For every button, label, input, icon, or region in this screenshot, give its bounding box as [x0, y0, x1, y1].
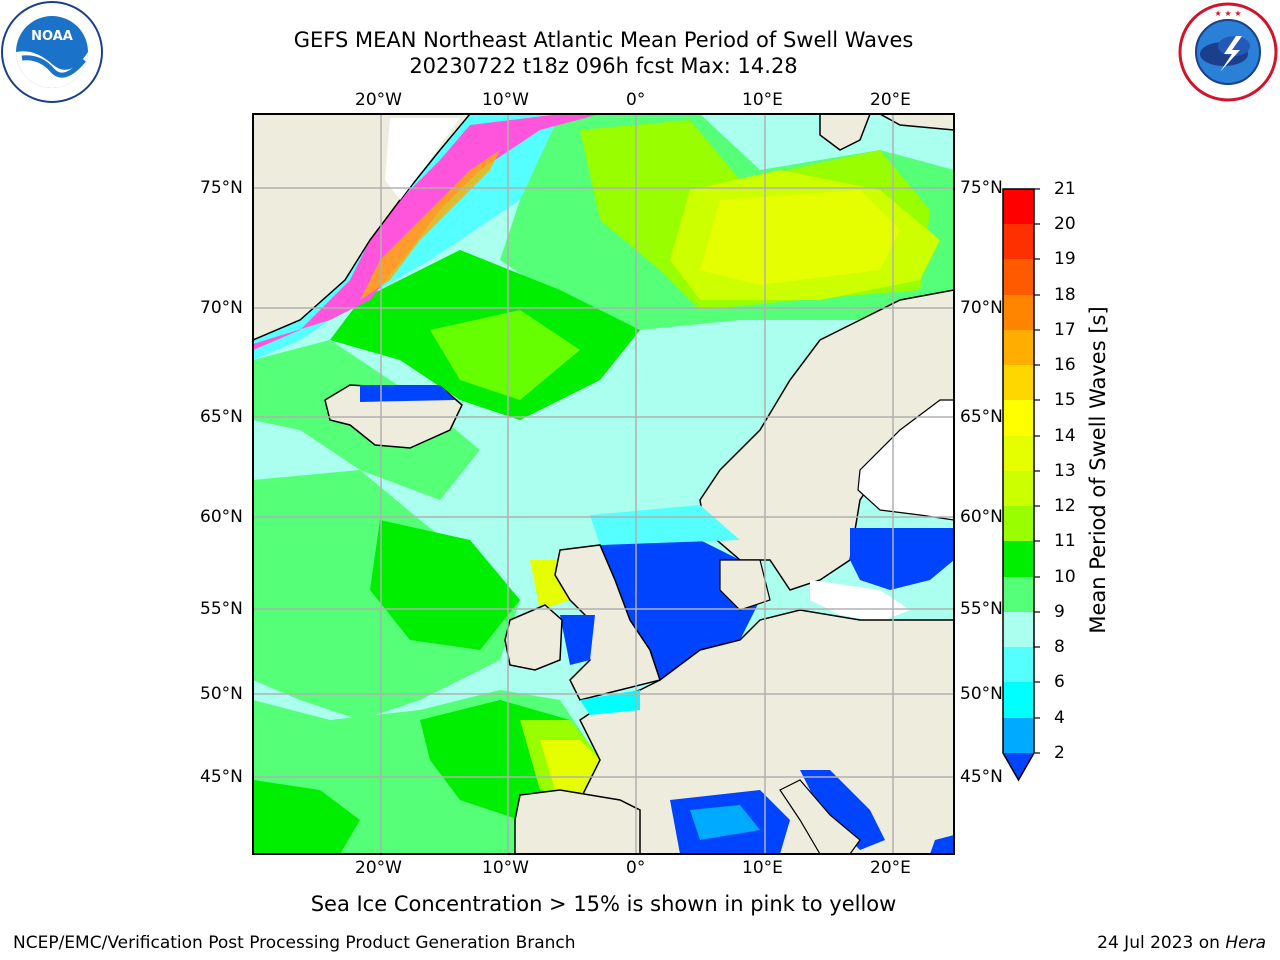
colorbar	[1002, 188, 1040, 782]
colorbar-tick-label: 20	[1054, 214, 1076, 234]
map-graticule	[253, 114, 954, 854]
lat-label-right: 65°N	[960, 407, 1003, 427]
colorbar-tick-label: 15	[1054, 390, 1076, 410]
lon-label-top: 0°	[626, 90, 646, 110]
colorbar-tick-label: 18	[1054, 285, 1076, 305]
lat-label-left: 65°N	[200, 407, 243, 427]
colorbar-tick-label: 10	[1054, 567, 1076, 587]
colorbar-tick-label: 13	[1054, 461, 1076, 481]
lat-label-left: 50°N	[200, 684, 243, 704]
lon-label-top: 20°E	[870, 90, 911, 110]
lat-label-right: 75°N	[960, 178, 1003, 198]
colorbar-tick-label: 8	[1054, 637, 1065, 657]
lat-label-right: 55°N	[960, 599, 1003, 619]
colorbar-tick-label: 11	[1054, 531, 1076, 551]
sea-ice-caption: Sea Ice Concentration > 15% is shown in …	[310, 892, 897, 916]
colorbar-tick-label: 19	[1054, 249, 1076, 269]
colorbar-tick-label: 4	[1054, 708, 1065, 728]
lon-label-top: 10°W	[482, 90, 529, 110]
lat-label-left: 55°N	[200, 599, 243, 619]
colorbar-tick-label: 17	[1054, 320, 1076, 340]
lon-label-top: 10°E	[742, 90, 783, 110]
footer-date: 24 Jul 2023 on Hera	[1097, 933, 1266, 953]
footer-host: Hera	[1225, 933, 1266, 953]
map-frame	[252, 113, 955, 855]
lat-label-left: 45°N	[200, 767, 243, 787]
footer-credit: NCEP/EMC/Verification Post Processing Pr…	[13, 933, 576, 953]
lon-label-bottom: 20°E	[870, 858, 911, 878]
lon-label-bottom: 10°W	[482, 858, 529, 878]
colorbar-title: Mean Period of Swell Waves [s]	[1086, 306, 1110, 634]
colorbar-tick-label: 6	[1054, 672, 1065, 692]
lon-label-bottom: 0°	[626, 858, 646, 878]
chart-title: GEFS MEAN Northeast Atlantic Mean Period…	[293, 28, 914, 52]
colorbar-tick-label: 16	[1054, 355, 1076, 375]
lon-label-top: 20°W	[355, 90, 402, 110]
footer-date-text: 24 Jul 2023 on	[1097, 933, 1226, 953]
colorbar-tick-label: 21	[1054, 179, 1076, 199]
lat-label-right: 60°N	[960, 507, 1003, 527]
lat-label-left: 70°N	[200, 298, 243, 318]
colorbar-tick-label: 2	[1054, 743, 1065, 763]
noaa-logo-text: NOAA	[31, 29, 73, 44]
lon-label-bottom: 20°W	[355, 858, 402, 878]
colorbar-tick-label: 9	[1054, 602, 1065, 622]
nws-logo: ★ ★ ★	[1178, 2, 1278, 102]
lat-label-left: 75°N	[200, 178, 243, 198]
colorbar-tick-label: 12	[1054, 496, 1076, 516]
lon-label-bottom: 10°E	[742, 858, 783, 878]
lat-label-right: 45°N	[960, 767, 1003, 787]
noaa-logo: NOAA	[1, 1, 103, 103]
svg-text:★ ★ ★: ★ ★ ★	[1214, 9, 1241, 18]
lat-label-left: 60°N	[200, 507, 243, 527]
colorbar-tick-label: 14	[1054, 426, 1076, 446]
lat-label-right: 70°N	[960, 298, 1003, 318]
lat-label-right: 50°N	[960, 684, 1003, 704]
chart-subtitle: 20230722 t18z 096h fcst Max: 14.28	[409, 54, 798, 78]
